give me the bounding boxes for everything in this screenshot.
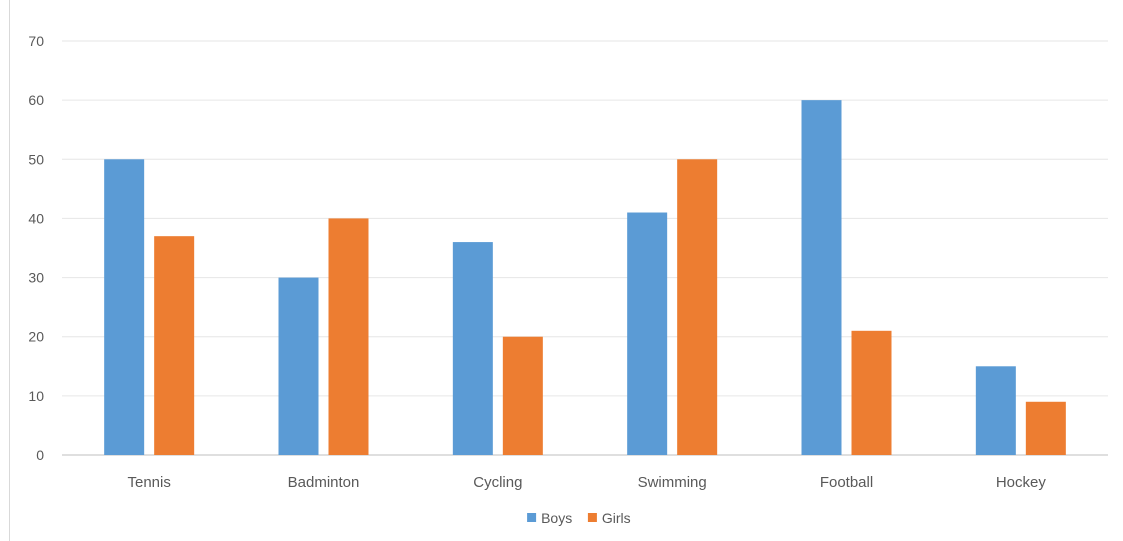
bar-girls-hockey bbox=[1025, 401, 1066, 455]
chart-left-border bbox=[9, 0, 10, 541]
bar-girls-tennis bbox=[154, 236, 195, 455]
legend-item-girls: Girls bbox=[587, 510, 631, 526]
bar-girls-cycling bbox=[502, 336, 543, 455]
bar-girls-swimming bbox=[677, 159, 718, 456]
bar-boys-badminton bbox=[278, 277, 319, 455]
x-axis: Tennis Badminton Cycling Swimming Football Ho… bbox=[127, 474, 1046, 491]
x-tick-label-badminton: Badminton bbox=[288, 474, 360, 491]
x-tick-label-hockey: Hockey bbox=[996, 474, 1047, 491]
y-tick-label: 60 bbox=[28, 92, 44, 108]
bar-boys-tennis bbox=[104, 159, 145, 456]
bar-girls-badminton bbox=[328, 218, 369, 455]
bar-boys-hockey bbox=[975, 366, 1016, 455]
x-tick-label-football: Football bbox=[820, 474, 873, 491]
bars bbox=[104, 100, 1066, 456]
legend-swatch-girls bbox=[587, 513, 597, 522]
y-tick-label: 40 bbox=[28, 210, 44, 226]
y-tick-label: 70 bbox=[28, 33, 44, 49]
x-tick-label-cycling: Cycling bbox=[473, 474, 522, 491]
bar-girls-football bbox=[851, 330, 892, 455]
x-tick-label-swimming: Swimming bbox=[638, 474, 707, 491]
y-axis: 0 10 20 30 40 50 60 70 bbox=[28, 33, 44, 463]
bar-boys-swimming bbox=[627, 212, 668, 455]
gridlines bbox=[62, 40, 1108, 456]
y-tick-label: 50 bbox=[28, 151, 44, 167]
legend-swatch-boys bbox=[527, 513, 537, 522]
y-tick-label: 0 bbox=[36, 447, 44, 463]
bar-boys-football bbox=[801, 100, 842, 456]
legend-label-boys: Boys bbox=[541, 510, 572, 526]
x-tick-label-tennis: Tennis bbox=[127, 474, 170, 491]
legend-label-girls: Girls bbox=[602, 510, 631, 526]
bar-boys-cycling bbox=[452, 242, 493, 455]
legend: Boys Girls bbox=[527, 510, 631, 526]
y-tick-label: 20 bbox=[28, 329, 44, 345]
y-tick-label: 30 bbox=[28, 270, 44, 286]
y-tick-label: 10 bbox=[28, 388, 44, 404]
legend-item-boys: Boys bbox=[527, 510, 572, 526]
